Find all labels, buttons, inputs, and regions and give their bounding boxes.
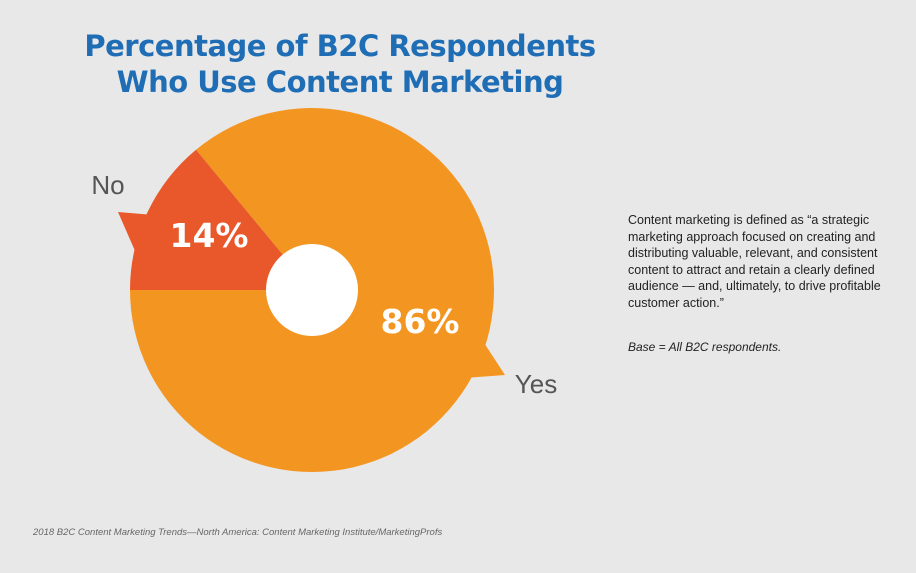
slice-label-no: No	[91, 170, 124, 200]
slice-label-yes: Yes	[515, 369, 557, 399]
chart-title-line-1: Percentage of B2C Respondents	[84, 29, 596, 63]
donut-hole	[266, 244, 358, 336]
callout-pointer-no	[118, 212, 151, 257]
chart-title: Percentage of B2C Respondents Who Use Co…	[60, 28, 620, 100]
callout-pointer-yes	[464, 338, 505, 378]
source-note: 2018 B2C Content Marketing Trends—North …	[33, 527, 443, 538]
slice-value-no: 14%	[170, 216, 249, 255]
slice-value-yes: 86%	[381, 302, 460, 341]
base-note: Base = All B2C respondents.	[628, 340, 782, 354]
pie-slice-no	[130, 149, 312, 290]
definition-text: Content marketing is defined as “a strat…	[628, 213, 881, 310]
chart-title-line-2: Who Use Content Marketing	[116, 65, 564, 99]
